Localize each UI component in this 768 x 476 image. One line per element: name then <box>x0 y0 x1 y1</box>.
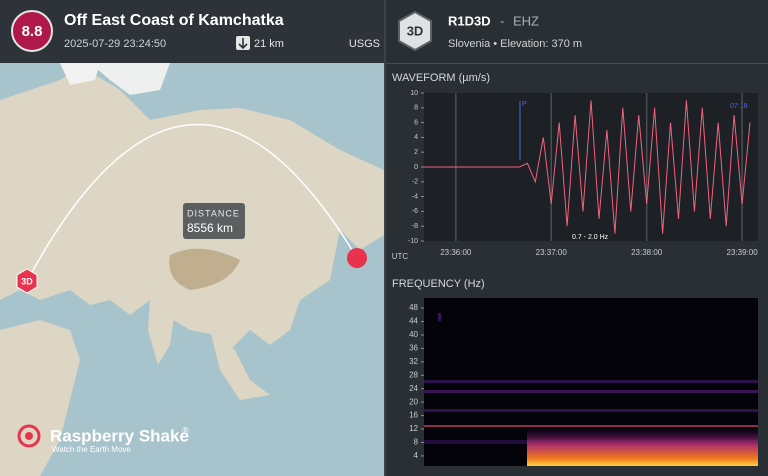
ice <box>90 63 170 95</box>
event-depth: 21 km <box>254 38 284 50</box>
event-title: Off East Coast of Kamchatka <box>64 12 284 29</box>
epicenter <box>347 248 367 268</box>
depth-arrow <box>238 38 248 50</box>
se-asia <box>210 330 270 400</box>
distance-label: DISTANCE <box>187 208 240 218</box>
y-tick-label: 8 <box>414 438 419 447</box>
band <box>424 425 758 427</box>
spectrogram-energy <box>527 428 758 466</box>
y-tick-label: 32 <box>409 357 418 366</box>
y-tick-label: 16 <box>409 411 418 420</box>
magnitude-badge <box>11 10 53 52</box>
y-tick-label: 10 <box>410 90 418 97</box>
brand-tagline: Watch the Earth Move <box>52 445 131 454</box>
brand-logo <box>17 424 41 448</box>
plateau <box>169 248 240 290</box>
station-badge-label: 3D <box>407 23 424 38</box>
waveform-line <box>424 100 751 234</box>
event-source: USGS <box>349 38 380 50</box>
divider <box>384 0 386 476</box>
y-tick-label: 28 <box>409 370 418 379</box>
station-marker <box>16 268 38 294</box>
y-tick-label: 4 <box>414 451 419 460</box>
event-time: 2025-07-29 23:24:50 <box>64 38 166 50</box>
y-tick-label: -8 <box>412 223 418 230</box>
y-tick-label: -4 <box>412 193 418 200</box>
x-tick-label: 23:36:00 <box>440 248 472 257</box>
event-header <box>0 0 384 63</box>
x-tick-label: 23:38:00 <box>631 248 663 257</box>
brand-mark: ® <box>182 425 189 435</box>
station-code: R1D3D <box>448 13 491 28</box>
brand-name: Raspberry Shake <box>50 426 189 445</box>
p-pick-label: P <box>522 101 527 108</box>
station-marker-label: 3D <box>21 276 33 286</box>
map: 3D DISTANCE 8556 km Raspberry Shake ® Wa… <box>0 63 384 476</box>
distance-box <box>183 203 245 239</box>
station-channel: EHZ <box>513 13 539 28</box>
y-tick-label: 12 <box>409 424 418 433</box>
band <box>424 390 758 393</box>
station-separator: - <box>500 13 504 28</box>
y-tick-label: 4 <box>414 134 418 141</box>
time-annotation: 07:18 <box>730 103 748 110</box>
magnitude: 8.8 <box>22 23 43 40</box>
x-axis-label: UTC <box>392 252 409 261</box>
filter-label: 0.7 - 2.0 Hz <box>572 234 609 241</box>
x-tick-label: 23:39:00 <box>727 248 759 257</box>
y-tick-label: 8 <box>414 105 418 112</box>
greenland <box>60 63 100 85</box>
y-tick-label: -6 <box>412 208 418 215</box>
y-tick-label: 2 <box>414 149 418 156</box>
frequency-title: FREQUENCY (Hz) <box>392 278 485 290</box>
distance-value: 8556 km <box>187 221 233 235</box>
india <box>148 300 175 365</box>
header-rule <box>386 63 768 64</box>
speck <box>438 313 441 321</box>
x-tick-label: 23:37:00 <box>536 248 568 257</box>
y-tick-label: 20 <box>409 397 418 406</box>
band <box>424 380 758 383</box>
y-tick-label: 6 <box>414 119 418 126</box>
station-details: Slovenia • Elevation: 370 m <box>448 38 582 50</box>
y-tick-label: 40 <box>409 330 418 339</box>
y-tick-label: 36 <box>409 344 418 353</box>
station-badge <box>398 10 432 52</box>
brand-logo-core <box>25 432 33 440</box>
band <box>424 409 758 412</box>
waveform-title: WAVEFORM (µm/s) <box>392 72 490 84</box>
y-tick-label: 44 <box>409 317 418 326</box>
y-tick-label: 0 <box>414 164 418 171</box>
y-tick-label: -2 <box>412 179 418 186</box>
y-tick-label: 48 <box>409 303 418 312</box>
distance-arc <box>26 124 358 282</box>
y-tick-label: -10 <box>408 238 418 245</box>
y-tick-label: 24 <box>409 384 418 393</box>
